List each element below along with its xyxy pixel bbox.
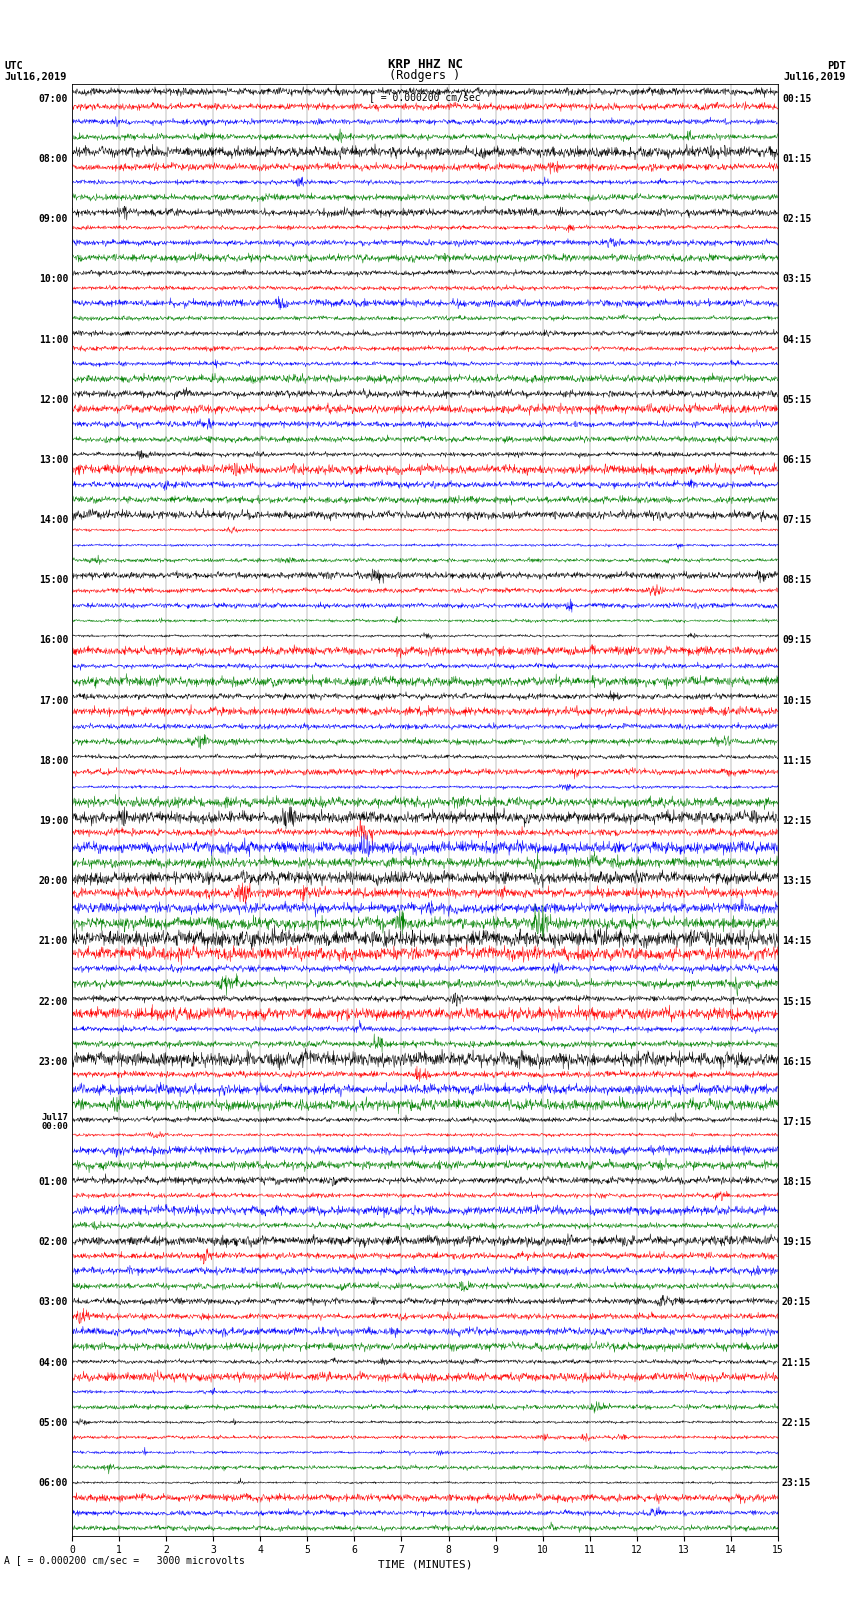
Text: 02:00: 02:00	[38, 1237, 68, 1247]
Text: 14:15: 14:15	[782, 937, 812, 947]
Text: [ = 0.000200 cm/sec: [ = 0.000200 cm/sec	[369, 92, 481, 102]
Text: 01:15: 01:15	[782, 155, 812, 165]
Text: 21:00: 21:00	[38, 937, 68, 947]
Text: 06:15: 06:15	[782, 455, 812, 465]
Text: (Rodgers ): (Rodgers )	[389, 69, 461, 82]
Text: 09:00: 09:00	[38, 215, 68, 224]
Text: 09:15: 09:15	[782, 636, 812, 645]
Text: 08:00: 08:00	[38, 155, 68, 165]
Text: 18:15: 18:15	[782, 1177, 812, 1187]
Text: 15:00: 15:00	[38, 576, 68, 586]
Text: 00:15: 00:15	[782, 94, 812, 103]
Text: 12:00: 12:00	[38, 395, 68, 405]
Text: 14:00: 14:00	[38, 515, 68, 526]
Text: 23:15: 23:15	[782, 1478, 812, 1487]
Text: 13:00: 13:00	[38, 455, 68, 465]
X-axis label: TIME (MINUTES): TIME (MINUTES)	[377, 1560, 473, 1569]
Text: 03:15: 03:15	[782, 274, 812, 284]
Text: 05:15: 05:15	[782, 395, 812, 405]
Text: Jul16,2019: Jul16,2019	[783, 73, 846, 82]
Text: 08:15: 08:15	[782, 576, 812, 586]
Text: 03:00: 03:00	[38, 1297, 68, 1308]
Text: 17:15: 17:15	[782, 1116, 812, 1127]
Text: 11:00: 11:00	[38, 334, 68, 345]
Text: 19:00: 19:00	[38, 816, 68, 826]
Text: 10:15: 10:15	[782, 695, 812, 705]
Text: 02:15: 02:15	[782, 215, 812, 224]
Text: 21:15: 21:15	[782, 1358, 812, 1368]
Text: 04:00: 04:00	[38, 1358, 68, 1368]
Text: 06:00: 06:00	[38, 1478, 68, 1487]
Text: 22:00: 22:00	[38, 997, 68, 1007]
Text: 01:00: 01:00	[38, 1177, 68, 1187]
Text: 13:15: 13:15	[782, 876, 812, 886]
Text: 16:15: 16:15	[782, 1057, 812, 1066]
Text: 23:00: 23:00	[38, 1057, 68, 1066]
Text: 04:15: 04:15	[782, 334, 812, 345]
Text: 07:00: 07:00	[38, 94, 68, 103]
Text: 05:00: 05:00	[38, 1418, 68, 1428]
Text: KRP HHZ NC: KRP HHZ NC	[388, 58, 462, 71]
Text: 18:00: 18:00	[38, 756, 68, 766]
Text: 11:15: 11:15	[782, 756, 812, 766]
Text: 07:15: 07:15	[782, 515, 812, 526]
Text: Jul16,2019: Jul16,2019	[4, 73, 67, 82]
Text: 15:15: 15:15	[782, 997, 812, 1007]
Text: 17:00: 17:00	[38, 695, 68, 705]
Text: 16:00: 16:00	[38, 636, 68, 645]
Text: 19:15: 19:15	[782, 1237, 812, 1247]
Text: 10:00: 10:00	[38, 274, 68, 284]
Text: 20:15: 20:15	[782, 1297, 812, 1308]
Text: Jul17: Jul17	[41, 1113, 68, 1123]
Text: UTC: UTC	[4, 61, 23, 71]
Text: 20:00: 20:00	[38, 876, 68, 886]
Text: PDT: PDT	[827, 61, 846, 71]
Text: 00:00: 00:00	[41, 1123, 68, 1131]
Text: 12:15: 12:15	[782, 816, 812, 826]
Text: 22:15: 22:15	[782, 1418, 812, 1428]
Text: A [ = 0.000200 cm/sec =   3000 microvolts: A [ = 0.000200 cm/sec = 3000 microvolts	[4, 1555, 245, 1565]
